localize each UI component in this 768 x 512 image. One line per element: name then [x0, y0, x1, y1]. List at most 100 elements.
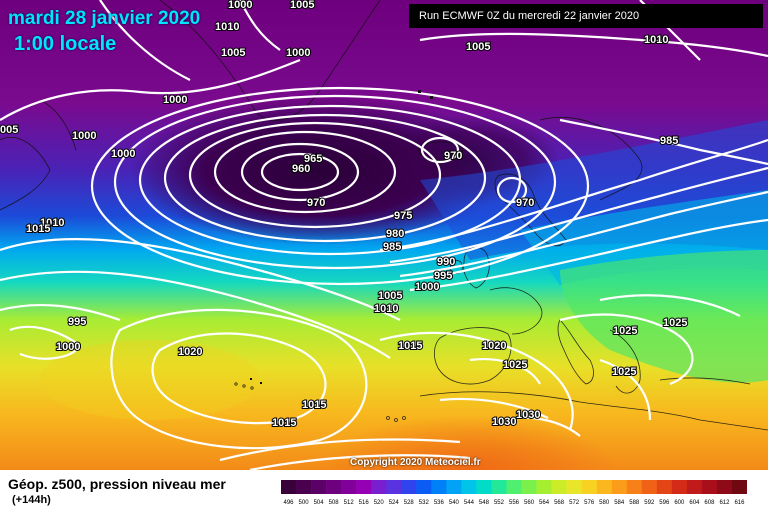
scale-tick-label: 520: [374, 500, 385, 506]
scale-tick-label: 500: [299, 500, 310, 506]
pressure-label: 1005: [290, 0, 314, 11]
scale-swatch: [326, 480, 342, 494]
scale-tick-label: 564: [539, 500, 550, 506]
scale-swatch: [311, 480, 327, 494]
scale-swatch: [641, 480, 658, 494]
pressure-label: 1025: [612, 366, 636, 378]
pressure-label: 1015: [302, 399, 326, 411]
scale-swatch: [656, 480, 673, 494]
scale-tick-label: 560: [524, 500, 535, 506]
pressure-label: 970: [307, 197, 325, 209]
pressure-label: 970: [444, 150, 462, 162]
scale-tick-label: 508: [329, 500, 340, 506]
color-scale: 496 500 504 508 512 516 520 524 528 532 536 540 544 5…: [281, 480, 747, 506]
pressure-label: 1005: [466, 41, 490, 53]
pressure-label: 1020: [178, 346, 202, 358]
pressure-label: 1010: [40, 217, 64, 229]
scale-swatch: [566, 480, 582, 494]
scale-tick-label: 536: [434, 500, 445, 506]
scale-tick-label: 532: [419, 500, 430, 506]
pressure-label: 1000: [415, 281, 439, 293]
scale-tick-label: 576: [584, 500, 595, 506]
forecast-date: mardi 28 janvier 2020: [8, 8, 201, 29]
pressure-label: 1030: [516, 409, 540, 421]
scale-swatch: [581, 480, 597, 494]
scale-tick-label: 504: [314, 500, 325, 506]
pressure-label: 1015: [272, 417, 296, 429]
pressure-label: 995: [434, 270, 452, 282]
scale-swatch: [491, 480, 507, 494]
scale-swatch: [296, 480, 312, 494]
pressure-label: 005: [0, 124, 18, 136]
scale-tick-label: 524: [389, 500, 400, 506]
scale-swatch: [536, 480, 552, 494]
scale-swatch: [446, 480, 462, 494]
pressure-label: 995: [68, 316, 86, 328]
pressure-label: 1015: [26, 223, 50, 235]
legend-title: Géop. z500, pression niveau mer: [8, 476, 226, 492]
pressure-label: 1010: [374, 303, 398, 315]
scale-swatch: [401, 480, 417, 494]
pressure-label: 1000: [72, 130, 96, 142]
scale-tick-label: 516: [359, 500, 370, 506]
scale-swatch: [371, 480, 387, 494]
pressure-label: 1005: [378, 290, 402, 302]
scale-tick-label: 596: [659, 500, 670, 506]
scale-tick-label: 540: [449, 500, 460, 506]
scale-swatch: [461, 480, 477, 494]
scale-swatch: [476, 480, 492, 494]
scale-tick-label: 584: [614, 500, 625, 506]
scale-swatch: [626, 480, 643, 494]
pressure-label: 985: [660, 135, 678, 147]
scale-tick-label: 600: [674, 500, 685, 506]
scale-swatch: [341, 480, 357, 494]
pressure-label: 1015: [398, 340, 422, 352]
scale-swatch: [596, 480, 613, 494]
scale-swatch: [611, 480, 628, 494]
forecast-time: 1:00 locale: [14, 33, 117, 55]
scale-tick-label: 572: [569, 500, 580, 506]
scale-swatch: [386, 480, 402, 494]
pressure-label: 1000: [228, 0, 252, 11]
pressure-label: 1000: [56, 341, 80, 353]
pressure-label: 1025: [503, 359, 527, 371]
scale-tick-label: 528: [404, 500, 415, 506]
pressure-label: 1005: [221, 47, 245, 59]
pressure-label: 1010: [644, 34, 668, 46]
pressure-label: 1000: [111, 148, 135, 160]
pressure-label: 975: [394, 210, 412, 222]
scale-swatch: [701, 480, 718, 494]
scale-swatch: [416, 480, 432, 494]
copyright-text: Copyright 2020 Meteociel.fr: [350, 457, 481, 468]
pressure-label: 1000: [286, 47, 310, 59]
scale-swatch: [506, 480, 522, 494]
pressure-label: 960: [292, 163, 310, 175]
scale-tick-label: 588: [629, 500, 640, 506]
scale-tick-label: 612: [719, 500, 730, 506]
scale-swatch: [551, 480, 567, 494]
scale-tick-label: 608: [704, 500, 715, 506]
pressure-label: 1020: [482, 340, 506, 352]
model-run-banner: Run ECMWF 0Z du mercredi 22 janvier 2020: [409, 4, 763, 28]
isobars: [0, 0, 768, 470]
coastlines: [0, 0, 768, 431]
pressure-label: 965: [304, 153, 322, 165]
pressure-label: 990: [437, 256, 455, 268]
pressure-label: 985: [383, 241, 401, 253]
scale-tick-label: 512: [344, 500, 355, 506]
scale-tick-label: 616: [734, 500, 745, 506]
scale-swatch: [731, 480, 747, 494]
scale-tick-label: 580: [599, 500, 610, 506]
scale-swatch: [431, 480, 447, 494]
scale-tick-label: 544: [464, 500, 475, 506]
legend-subtitle: (+144h): [12, 494, 51, 506]
scale-swatch: [521, 480, 537, 494]
scale-tick-label: 548: [479, 500, 490, 506]
pressure-label: 970: [516, 197, 534, 209]
scale-swatch: [716, 480, 733, 494]
scale-swatch: [686, 480, 703, 494]
pressure-label: 980: [386, 228, 404, 240]
